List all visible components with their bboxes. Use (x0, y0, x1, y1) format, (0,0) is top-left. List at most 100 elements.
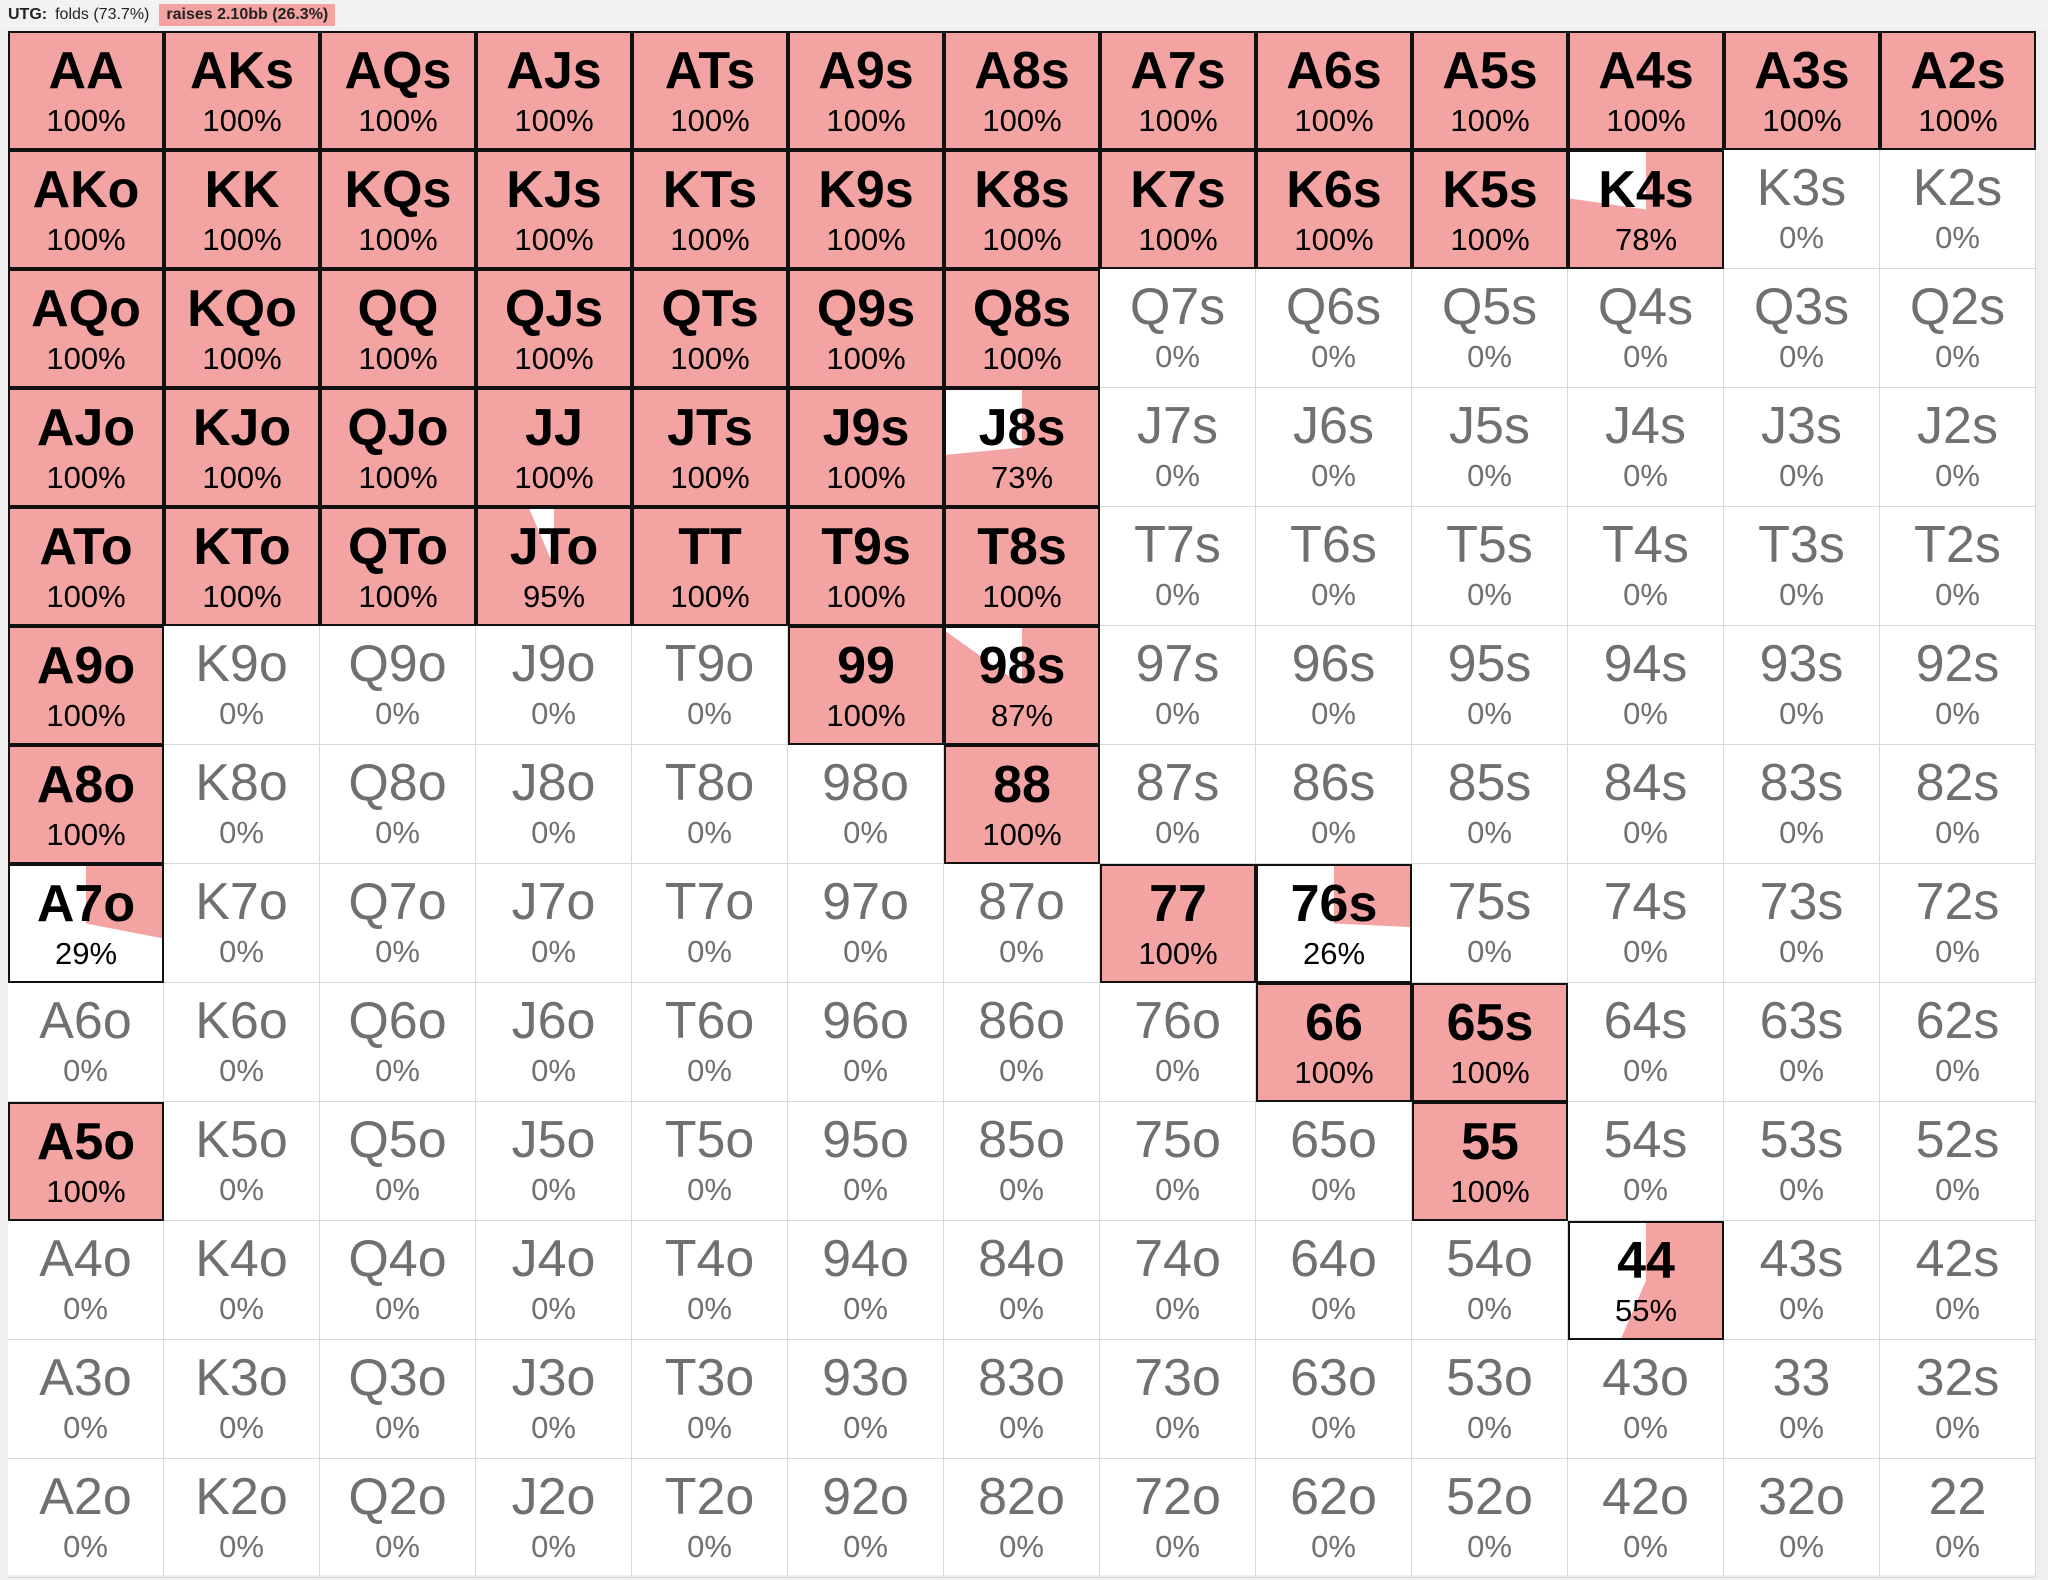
hand-cell[interactable]: 82o 0% (944, 1459, 1100, 1578)
hand-cell[interactable]: AQo 100% (8, 269, 164, 388)
hand-cell[interactable]: 33 0% (1724, 1340, 1880, 1459)
hand-cell[interactable]: A7s 100% (1100, 31, 1256, 150)
hand-cell[interactable]: 94s 0% (1568, 626, 1724, 745)
hand-cell[interactable]: 32s 0% (1880, 1340, 2036, 1459)
hand-cell[interactable]: 62o 0% (1256, 1459, 1412, 1578)
hand-cell[interactable]: A2o 0% (8, 1459, 164, 1578)
hand-cell[interactable]: 75o 0% (1100, 1102, 1256, 1221)
hand-cell[interactable]: T4s 0% (1568, 507, 1724, 626)
hand-cell[interactable]: ATo 100% (8, 507, 164, 626)
hand-cell[interactable]: 62s 0% (1880, 983, 2036, 1102)
hand-cell[interactable]: T8o 0% (632, 745, 788, 864)
hand-cell[interactable]: A9s 100% (788, 31, 944, 150)
hand-cell[interactable]: 53o 0% (1412, 1340, 1568, 1459)
hand-cell[interactable]: J7s 0% (1100, 388, 1256, 507)
hand-cell[interactable]: 87o 0% (944, 864, 1100, 983)
hand-cell[interactable]: KQs 100% (320, 150, 476, 269)
hand-cell[interactable]: K8o 0% (164, 745, 320, 864)
hand-cell[interactable]: QTo 100% (320, 507, 476, 626)
hand-cell[interactable]: KTo 100% (164, 507, 320, 626)
hand-cell[interactable]: 64s 0% (1568, 983, 1724, 1102)
hand-cell[interactable]: Q4o 0% (320, 1221, 476, 1340)
hand-cell[interactable]: 83s 0% (1724, 745, 1880, 864)
hand-cell[interactable]: T2o 0% (632, 1459, 788, 1578)
hand-cell[interactable]: 66 100% (1256, 983, 1412, 1102)
hand-cell[interactable]: K2o 0% (164, 1459, 320, 1578)
hand-cell[interactable]: T8s 100% (944, 507, 1100, 626)
hand-cell[interactable]: 76o 0% (1100, 983, 1256, 1102)
hand-cell[interactable]: A4o 0% (8, 1221, 164, 1340)
hand-cell[interactable]: J9s 100% (788, 388, 944, 507)
hand-cell[interactable]: AJo 100% (8, 388, 164, 507)
hand-cell[interactable]: J2s 0% (1880, 388, 2036, 507)
hand-cell[interactable]: 84o 0% (944, 1221, 1100, 1340)
hand-cell[interactable]: KTs 100% (632, 150, 788, 269)
hand-cell[interactable]: J4o 0% (476, 1221, 632, 1340)
hand-cell[interactable]: A5s 100% (1412, 31, 1568, 150)
hand-cell[interactable]: 65o 0% (1256, 1102, 1412, 1221)
hand-cell[interactable]: A4s 100% (1568, 31, 1724, 150)
hand-cell[interactable]: 54o 0% (1412, 1221, 1568, 1340)
hand-cell[interactable]: T9s 100% (788, 507, 944, 626)
hand-cell[interactable]: K7o 0% (164, 864, 320, 983)
hand-cell[interactable]: 44 55% (1568, 1221, 1724, 1340)
hand-cell[interactable]: J5s 0% (1412, 388, 1568, 507)
hand-cell[interactable]: AQs 100% (320, 31, 476, 150)
hand-cell[interactable]: 77 100% (1100, 864, 1256, 983)
hand-cell[interactable]: 93o 0% (788, 1340, 944, 1459)
hand-cell[interactable]: T6s 0% (1256, 507, 1412, 626)
hand-cell[interactable]: 42s 0% (1880, 1221, 2036, 1340)
hand-cell[interactable]: Q9s 100% (788, 269, 944, 388)
hand-cell[interactable]: QJo 100% (320, 388, 476, 507)
hand-cell[interactable]: Q8o 0% (320, 745, 476, 864)
hand-cell[interactable]: Q6o 0% (320, 983, 476, 1102)
hand-cell[interactable]: 86s 0% (1256, 745, 1412, 864)
hand-cell[interactable]: KQo 100% (164, 269, 320, 388)
hand-cell[interactable]: 82s 0% (1880, 745, 2036, 864)
hand-cell[interactable]: 96o 0% (788, 983, 944, 1102)
hand-cell[interactable]: J4s 0% (1568, 388, 1724, 507)
hand-cell[interactable]: 43o 0% (1568, 1340, 1724, 1459)
hand-cell[interactable]: K7s 100% (1100, 150, 1256, 269)
hand-cell[interactable]: J6s 0% (1256, 388, 1412, 507)
hand-cell[interactable]: 32o 0% (1724, 1459, 1880, 1578)
hand-cell[interactable]: Q4s 0% (1568, 269, 1724, 388)
hand-cell[interactable]: 97o 0% (788, 864, 944, 983)
hand-cell[interactable]: QJs 100% (476, 269, 632, 388)
hand-cell[interactable]: A8s 100% (944, 31, 1100, 150)
hand-cell[interactable]: A3o 0% (8, 1340, 164, 1459)
hand-cell[interactable]: 63o 0% (1256, 1340, 1412, 1459)
hand-cell[interactable]: 75s 0% (1412, 864, 1568, 983)
hand-cell[interactable]: QTs 100% (632, 269, 788, 388)
hand-cell[interactable]: J3o 0% (476, 1340, 632, 1459)
hand-cell[interactable]: 64o 0% (1256, 1221, 1412, 1340)
hand-cell[interactable]: 42o 0% (1568, 1459, 1724, 1578)
hand-cell[interactable]: K9s 100% (788, 150, 944, 269)
hand-cell[interactable]: K9o 0% (164, 626, 320, 745)
hand-cell[interactable]: T6o 0% (632, 983, 788, 1102)
hand-cell[interactable]: K6s 100% (1256, 150, 1412, 269)
hand-cell[interactable]: 43s 0% (1724, 1221, 1880, 1340)
hand-cell[interactable]: 94o 0% (788, 1221, 944, 1340)
hand-cell[interactable]: 55 100% (1412, 1102, 1568, 1221)
hand-cell[interactable]: K8s 100% (944, 150, 1100, 269)
hand-cell[interactable]: TT 100% (632, 507, 788, 626)
hand-cell[interactable]: KJs 100% (476, 150, 632, 269)
hand-cell[interactable]: T5o 0% (632, 1102, 788, 1221)
hand-cell[interactable]: 52s 0% (1880, 1102, 2036, 1221)
hand-cell[interactable]: T7o 0% (632, 864, 788, 983)
hand-cell[interactable]: JTs 100% (632, 388, 788, 507)
hand-cell[interactable]: 95s 0% (1412, 626, 1568, 745)
hand-cell[interactable]: 85s 0% (1412, 745, 1568, 864)
hand-cell[interactable]: J5o 0% (476, 1102, 632, 1221)
hand-cell[interactable]: Q6s 0% (1256, 269, 1412, 388)
hand-cell[interactable]: 52o 0% (1412, 1459, 1568, 1578)
hand-cell[interactable]: 98o 0% (788, 745, 944, 864)
hand-cell[interactable]: 95o 0% (788, 1102, 944, 1221)
hand-cell[interactable]: AKo 100% (8, 150, 164, 269)
hand-cell[interactable]: 86o 0% (944, 983, 1100, 1102)
hand-cell[interactable]: Q2s 0% (1880, 269, 2036, 388)
hand-cell[interactable]: 22 0% (1880, 1459, 2036, 1578)
hand-cell[interactable]: 73o 0% (1100, 1340, 1256, 1459)
hand-cell[interactable]: 65s 100% (1412, 983, 1568, 1102)
